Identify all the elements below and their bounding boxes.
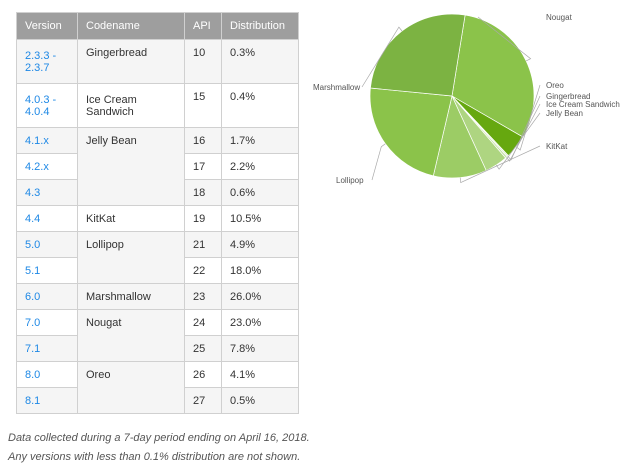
- pie-slice-lollipop: [369, 87, 453, 177]
- version-link[interactable]: 5.0: [25, 238, 41, 251]
- pie-leader-line: [507, 95, 541, 161]
- api-cell: 16: [184, 127, 222, 154]
- version-link[interactable]: 6.0: [25, 290, 41, 303]
- api-cell: 21: [184, 231, 222, 258]
- version-link[interactable]: 7.1: [25, 342, 41, 355]
- pie-leader-line: [361, 26, 403, 88]
- pie-label-oreo: Oreo: [546, 81, 564, 90]
- pie-slice-marshmallow: [370, 13, 466, 97]
- pie-label-kitkat: KitKat: [546, 142, 568, 151]
- api-cell: 23: [184, 283, 222, 310]
- table-row: 8.0 Oreo 26 4.1%: [16, 361, 299, 414]
- pie-label-lollipop: Lollipop: [336, 176, 364, 185]
- pie-label-nougat: Nougat: [546, 13, 573, 22]
- footnote-collection-period: Data collected during a 7-day period end…: [8, 432, 310, 444]
- header-distribution: Distribution: [221, 12, 299, 40]
- table-row: 5.0 Lollipop 21 4.9%: [16, 231, 299, 284]
- version-link[interactable]: 8.0: [25, 368, 41, 381]
- table-row: 5.1 22 18.0%: [16, 257, 299, 284]
- api-cell: 10: [184, 39, 222, 84]
- codename-cell: Marshmallow: [77, 283, 185, 310]
- version-link[interactable]: 4.3: [25, 186, 41, 199]
- pie-leader-line: [506, 103, 541, 162]
- distribution-cell: 0.5%: [221, 387, 299, 414]
- distribution-cell: 2.2%: [221, 153, 299, 180]
- version-link[interactable]: 4.0.3 - 4.0.4: [25, 93, 57, 118]
- api-cell: 17: [184, 153, 222, 180]
- distribution-cell: 23.0%: [221, 309, 299, 336]
- footnote-threshold: Any versions with less than 0.1% distrib…: [8, 451, 301, 463]
- pie-leader-line: [496, 112, 541, 170]
- version-link[interactable]: 5.1: [25, 264, 41, 277]
- distribution-cell: 18.0%: [221, 257, 299, 284]
- table-row: 7.1 25 7.8%: [16, 335, 299, 362]
- version-link[interactable]: 8.1: [25, 394, 41, 407]
- distribution-table: Version Codename API Distribution 2.3.3 …: [16, 12, 299, 414]
- version-link[interactable]: 2.3.3 - 2.3.7: [25, 49, 57, 74]
- table-row: 8.1 27 0.5%: [16, 387, 299, 414]
- table-row: 2.3.3 - 2.3.7 Gingerbread 10 0.3%: [16, 39, 299, 84]
- header-version: Version: [16, 12, 78, 40]
- version-link[interactable]: 4.2.x: [25, 160, 49, 173]
- pie-label-ice-cream-sandwich: Ice Cream Sandwich: [546, 100, 620, 109]
- codename-cell: KitKat: [77, 205, 185, 232]
- distribution-cell: 0.6%: [221, 179, 299, 206]
- pie-label-jelly-bean: Jelly Bean: [546, 109, 583, 118]
- table-row: 4.4 KitKat 19 10.5%: [16, 205, 299, 232]
- pie-label-gingerbread: Gingerbread: [546, 92, 590, 101]
- pie-leader-line: [459, 145, 541, 184]
- table-row: 4.2.x 17 2.2%: [16, 153, 299, 180]
- table-header-row: Version Codename API Distribution: [16, 12, 299, 40]
- version-link[interactable]: 4.4: [25, 212, 41, 225]
- pie-leader-line: [477, 16, 532, 62]
- distribution-cell: 0.3%: [221, 39, 299, 84]
- distribution-cell: 0.4%: [221, 83, 299, 128]
- distribution-cell: 26.0%: [221, 283, 299, 310]
- codename-cell: Oreo: [77, 361, 185, 414]
- api-cell: 15: [184, 83, 222, 128]
- table-row: 7.0 Nougat 24 23.0%: [16, 309, 299, 362]
- pie-leader-line: [371, 143, 386, 181]
- version-link[interactable]: 4.1.x: [25, 134, 49, 147]
- api-cell: 24: [184, 309, 222, 336]
- codename-cell: Jelly Bean: [77, 127, 185, 206]
- pie-label-marshmallow: Marshmallow: [313, 83, 360, 92]
- table-row: 6.0 Marshmallow 23 26.0%: [16, 283, 299, 310]
- distribution-cell: 1.7%: [221, 127, 299, 154]
- codename-cell: Ice Cream Sandwich: [77, 83, 185, 128]
- table-row: 4.0.3 - 4.0.4 Ice Cream Sandwich 15 0.4%: [16, 83, 299, 128]
- version-link[interactable]: 7.0: [25, 316, 41, 329]
- pie-leader-line: [516, 84, 541, 151]
- distribution-cell: 10.5%: [221, 205, 299, 232]
- distribution-cell: 4.1%: [221, 361, 299, 388]
- distribution-cell: 7.8%: [221, 335, 299, 362]
